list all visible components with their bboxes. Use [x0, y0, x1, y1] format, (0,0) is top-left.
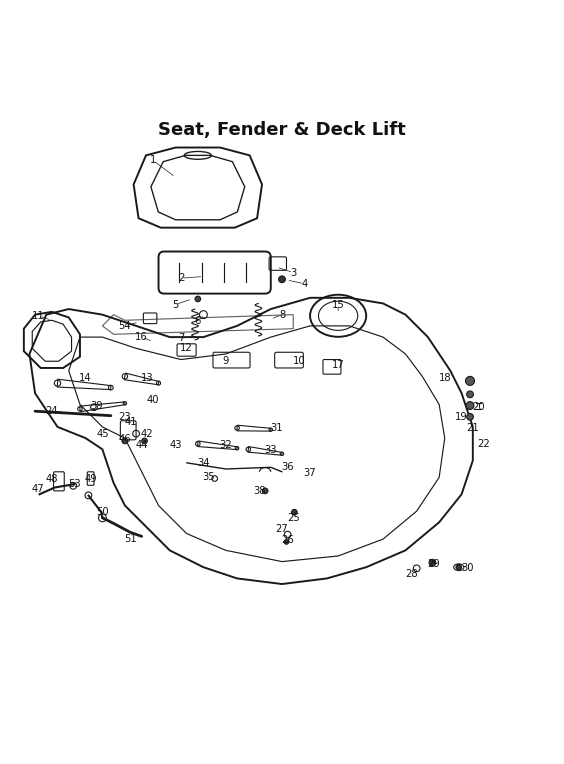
- Text: 48: 48: [46, 474, 58, 484]
- Circle shape: [122, 438, 127, 444]
- Text: 27: 27: [276, 524, 288, 534]
- Text: 18: 18: [438, 373, 451, 383]
- Circle shape: [292, 510, 297, 515]
- Text: 44: 44: [135, 440, 148, 450]
- Text: 53: 53: [68, 479, 81, 489]
- Text: 24: 24: [46, 406, 58, 416]
- Text: 3: 3: [290, 267, 296, 277]
- Text: 8: 8: [279, 309, 285, 319]
- Text: 34: 34: [197, 458, 210, 468]
- Text: 37: 37: [304, 468, 316, 478]
- Text: 5: 5: [172, 299, 179, 309]
- Text: 42: 42: [141, 429, 153, 439]
- Text: 13: 13: [141, 373, 153, 383]
- Text: 35: 35: [202, 472, 215, 482]
- Text: 16: 16: [135, 332, 148, 342]
- Text: 11: 11: [32, 311, 44, 321]
- Text: 33: 33: [265, 445, 277, 455]
- Text: 26: 26: [281, 536, 294, 545]
- Text: 50: 50: [96, 507, 109, 517]
- Text: 30: 30: [461, 563, 473, 573]
- Text: 45: 45: [96, 429, 109, 439]
- Text: 2: 2: [178, 274, 184, 283]
- Text: 9: 9: [223, 356, 229, 366]
- Text: Seat, Fender & Deck Lift: Seat, Fender & Deck Lift: [158, 121, 406, 139]
- Circle shape: [142, 438, 147, 444]
- Text: 51: 51: [124, 534, 137, 544]
- Circle shape: [284, 539, 289, 544]
- Text: 40: 40: [147, 395, 159, 405]
- Text: 36: 36: [281, 462, 294, 472]
- Circle shape: [466, 391, 473, 398]
- Text: 49: 49: [85, 474, 98, 484]
- Circle shape: [195, 296, 201, 302]
- Text: 47: 47: [32, 484, 44, 494]
- Text: 46: 46: [118, 434, 131, 444]
- Text: 17: 17: [332, 360, 345, 371]
- Text: 20: 20: [472, 403, 484, 413]
- Text: 28: 28: [405, 569, 417, 579]
- Text: 39: 39: [90, 400, 103, 410]
- Text: 32: 32: [219, 440, 232, 450]
- Text: 29: 29: [427, 559, 440, 569]
- Text: 38: 38: [253, 487, 266, 497]
- Text: 4: 4: [301, 279, 307, 289]
- Text: 23: 23: [118, 412, 131, 422]
- Text: 10: 10: [293, 356, 305, 366]
- Circle shape: [465, 377, 474, 385]
- Text: 12: 12: [180, 343, 193, 353]
- Text: 19: 19: [455, 412, 468, 422]
- Text: 54: 54: [118, 321, 131, 331]
- Text: 31: 31: [270, 423, 283, 433]
- Text: 22: 22: [478, 439, 491, 448]
- Text: 6: 6: [195, 316, 201, 326]
- Circle shape: [429, 559, 436, 566]
- Text: 7: 7: [178, 333, 184, 343]
- Text: 1: 1: [149, 155, 156, 165]
- Text: 25: 25: [287, 513, 299, 523]
- Circle shape: [466, 402, 474, 410]
- Circle shape: [279, 276, 285, 283]
- Circle shape: [262, 488, 268, 494]
- Circle shape: [456, 565, 461, 570]
- Circle shape: [466, 413, 473, 420]
- Text: 21: 21: [466, 423, 479, 433]
- Text: 41: 41: [124, 417, 137, 427]
- Text: 15: 15: [332, 299, 345, 309]
- Text: 14: 14: [80, 373, 92, 383]
- Text: 43: 43: [169, 440, 182, 450]
